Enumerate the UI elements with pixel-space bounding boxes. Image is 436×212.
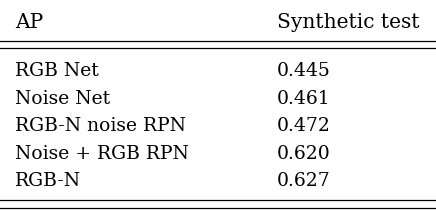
Text: RGB-N noise RPN: RGB-N noise RPN	[15, 117, 186, 135]
Text: Noise + RGB RPN: Noise + RGB RPN	[15, 145, 189, 163]
Text: Noise Net: Noise Net	[15, 90, 110, 107]
Text: 0.620: 0.620	[277, 145, 330, 163]
Text: 0.472: 0.472	[277, 117, 331, 135]
Text: RGB-N: RGB-N	[15, 172, 82, 190]
Text: 0.461: 0.461	[277, 90, 330, 107]
Text: 0.445: 0.445	[277, 62, 331, 80]
Text: AP: AP	[15, 13, 44, 32]
Text: 0.627: 0.627	[277, 172, 330, 190]
Text: Synthetic test: Synthetic test	[277, 13, 419, 32]
Text: RGB Net: RGB Net	[15, 62, 99, 80]
